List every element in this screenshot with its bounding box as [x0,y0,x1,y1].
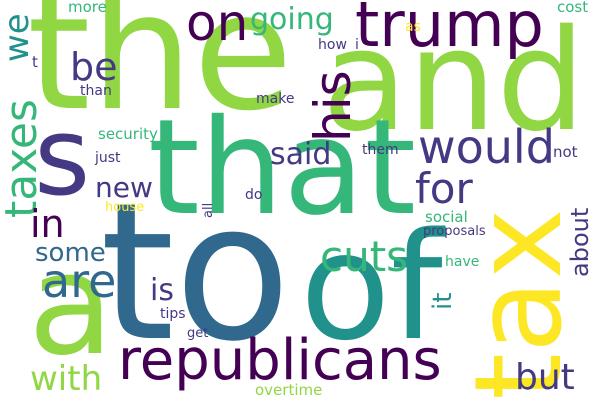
word-new: new [95,171,153,204]
word-about: about [566,207,594,277]
word-i: i [355,37,359,53]
word-not: not [553,143,578,161]
word-make: make [256,91,295,107]
word-republicans: republicans [118,328,442,393]
word-as: as [405,19,421,35]
word-that: that [148,91,417,245]
word-would: would [418,120,555,174]
word-going: going [250,2,334,37]
word-for: for [415,164,473,213]
word-is: is [150,273,174,308]
word-taxes: taxes [0,99,47,218]
word-to: to [100,162,291,383]
word-s: s [34,95,91,220]
word-it: it [428,292,458,310]
word-and: and [322,0,586,163]
word-with: with [30,359,103,399]
word-said: said [270,137,332,172]
word-we: we [0,13,37,62]
word-a: a [28,224,114,387]
word-some: some [35,238,106,268]
word-tips: tips [160,306,186,322]
word-social: social [425,208,468,226]
word-his: his [304,70,362,142]
word-security: security [98,125,158,143]
word-t: t [32,53,38,71]
word-have: have [445,254,480,270]
word-cost: cost [557,0,589,16]
word-proposals: proposals [423,224,486,239]
word-get: get [187,326,209,341]
word-than: than [80,83,112,99]
word-the: the [27,0,293,147]
word-of: of [300,201,443,373]
word-trump: trump [355,0,544,61]
word-be: be [70,45,118,89]
word-in: in [30,202,65,246]
word-house: house [105,200,145,215]
word-more: more [68,0,107,16]
word-but: but [515,357,575,398]
word-cuts: cuts [320,232,409,281]
word-overtime: overtime [255,381,323,399]
word-them: them [362,142,399,158]
word-on: on [186,0,249,52]
word-how: how [318,37,347,53]
word-are: are [42,254,117,308]
word-all: all [201,202,216,218]
word-just: just [95,150,121,166]
word-do: do [245,187,263,203]
